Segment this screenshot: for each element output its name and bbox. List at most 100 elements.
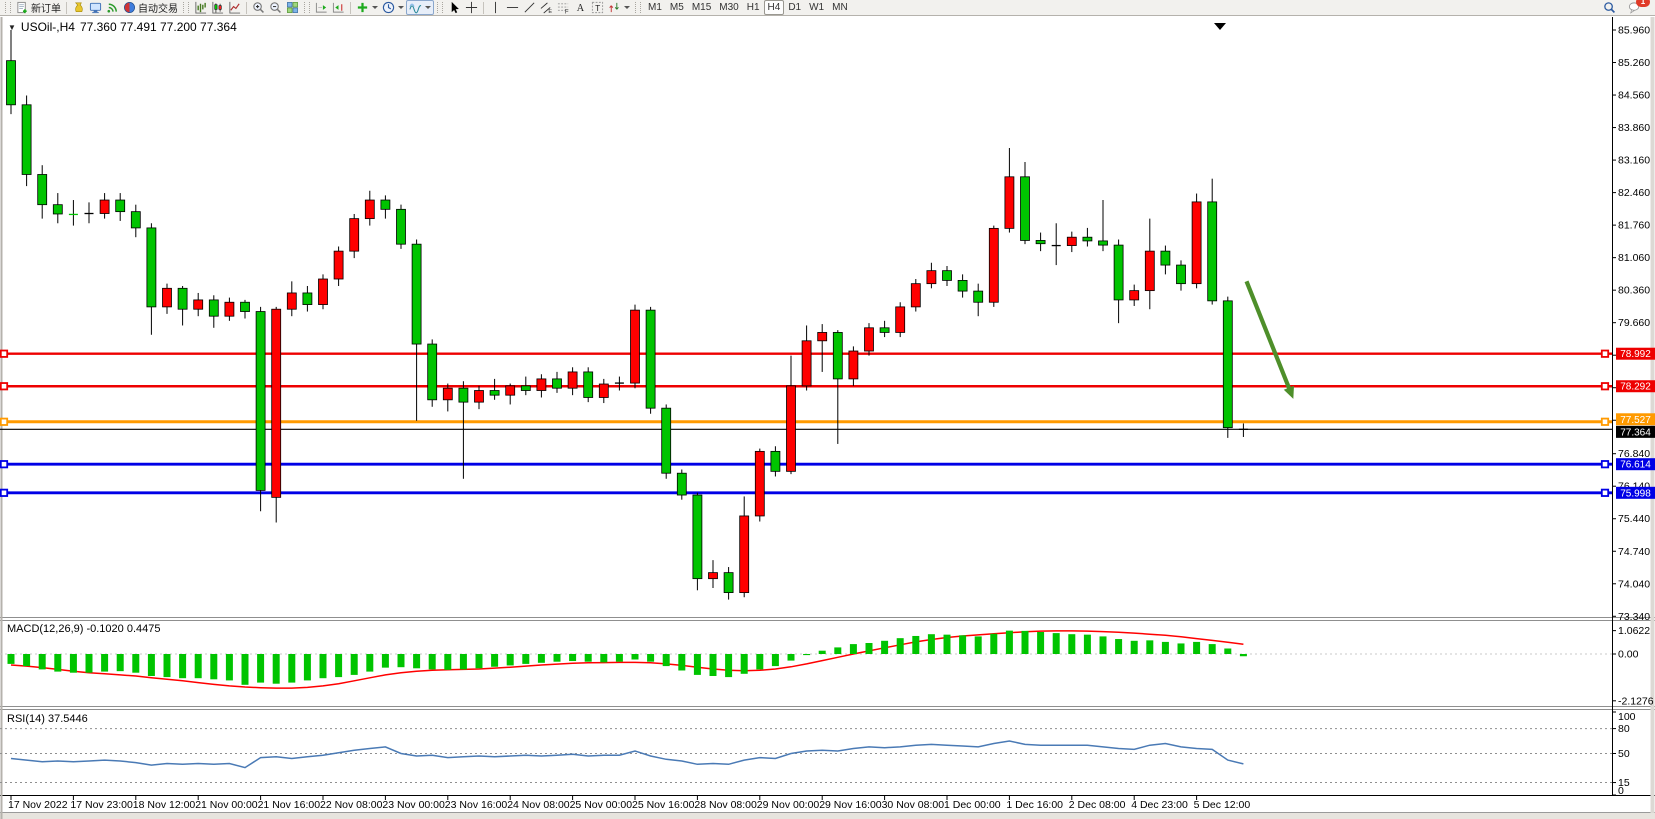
search-button[interactable] xyxy=(1601,0,1618,15)
templates-button[interactable] xyxy=(406,0,434,15)
bars-icon xyxy=(195,1,207,14)
globe-icon xyxy=(124,2,135,13)
svg-text:75.440: 75.440 xyxy=(1618,513,1650,525)
trendline-icon xyxy=(524,2,535,13)
cursor-button[interactable] xyxy=(446,0,463,15)
label-t-icon: T xyxy=(591,1,604,14)
timeframe-w1-button[interactable]: W1 xyxy=(809,2,825,13)
bar-chart-button[interactable] xyxy=(192,0,209,15)
svg-text:E: E xyxy=(548,9,552,14)
toolbar-separator xyxy=(483,1,484,14)
line-anchor xyxy=(1600,382,1610,391)
line-anchor xyxy=(0,460,9,469)
svg-text:17 Nov 2022: 17 Nov 2022 xyxy=(8,799,68,811)
fibonacci-button[interactable]: F xyxy=(555,0,572,15)
chart-shift-icon xyxy=(332,2,344,13)
macd-histogram xyxy=(7,630,1247,685)
svg-text:78.292: 78.292 xyxy=(1620,382,1651,393)
svg-text:75.998: 75.998 xyxy=(1620,488,1651,499)
svg-text:30 Nov 08:00: 30 Nov 08:00 xyxy=(882,799,945,811)
channel-button[interactable]: E xyxy=(538,0,555,15)
chart-symbol-period: USOil-,H4 xyxy=(20,20,75,34)
tiles-icon xyxy=(287,2,298,13)
monitor-icon xyxy=(89,2,102,14)
timeframe-m5-button[interactable]: M5 xyxy=(669,2,684,13)
dropdown-caret-icon[interactable] xyxy=(624,6,630,9)
svg-text:1.0622: 1.0622 xyxy=(1618,625,1650,637)
new-order-icon xyxy=(17,1,27,14)
vertical-line-button[interactable] xyxy=(487,0,504,15)
timeframe-m1-button[interactable]: M1 xyxy=(648,2,662,13)
new-order-button[interactable]: 新订单 xyxy=(14,0,63,15)
fibo-icon: F xyxy=(557,3,569,14)
zoom-in-button[interactable] xyxy=(250,0,267,15)
svg-text:78.992: 78.992 xyxy=(1620,349,1651,360)
svg-text:84.560: 84.560 xyxy=(1618,90,1650,102)
timeframe-mn-button[interactable]: MN xyxy=(832,2,848,13)
timeframe-m15-button[interactable]: M15 xyxy=(691,2,712,13)
cursor-icon xyxy=(451,1,459,14)
svg-text:21 Nov 00:00: 21 Nov 00:00 xyxy=(195,799,258,811)
svg-text:76.614: 76.614 xyxy=(1620,460,1651,471)
plus-green-icon xyxy=(357,2,368,13)
svg-text:23 Nov 00:00: 23 Nov 00:00 xyxy=(382,799,445,811)
timeframe-h1-button[interactable]: H1 xyxy=(746,2,760,13)
clock-icon xyxy=(382,1,395,14)
crosshair-icon xyxy=(465,1,478,14)
chart-shift-button[interactable] xyxy=(330,0,347,15)
dropdown-caret-icon[interactable] xyxy=(425,6,431,9)
rsi-indicator-label: RSI(14) 37.5446 xyxy=(7,713,88,725)
notifications-button[interactable]: 1 xyxy=(1626,0,1650,15)
svg-text:79.660: 79.660 xyxy=(1618,317,1650,329)
new-order-button-label: 新订单 xyxy=(31,4,61,15)
zoom-in-icon xyxy=(253,2,264,13)
styler-button[interactable] xyxy=(70,0,87,15)
text-label-button[interactable]: T xyxy=(589,0,606,15)
signals-button[interactable] xyxy=(104,0,121,15)
chart-frame xyxy=(0,17,1655,819)
line-anchor xyxy=(0,488,9,497)
svg-text:28 Nov 08:00: 28 Nov 08:00 xyxy=(694,799,757,811)
horizontal-line-button[interactable] xyxy=(504,0,521,15)
indicators-button[interactable] xyxy=(354,0,380,15)
line-anchor xyxy=(1600,488,1610,497)
candles-icon xyxy=(212,1,224,14)
arrows-button[interactable] xyxy=(606,0,632,15)
timeframe-m30-button[interactable]: M30 xyxy=(719,2,739,13)
chart-menu-icon[interactable]: ▼ xyxy=(8,22,16,32)
toolbar-grip xyxy=(304,2,310,13)
svg-text:23 Nov 16:00: 23 Nov 16:00 xyxy=(445,799,508,811)
timeframe-h4-button[interactable]: H4 xyxy=(763,0,785,15)
candlestick-chart-button[interactable] xyxy=(209,0,226,15)
jug-icon xyxy=(74,2,83,13)
auto-scroll-button[interactable] xyxy=(313,0,330,15)
svg-text:5 Dec 12:00: 5 Dec 12:00 xyxy=(1194,799,1251,811)
terminal-button[interactable] xyxy=(87,0,104,15)
dropdown-caret-icon[interactable] xyxy=(398,6,404,9)
timeframe-d1-button[interactable]: D1 xyxy=(788,2,802,13)
svg-text:73.340: 73.340 xyxy=(1618,611,1650,623)
search-icon xyxy=(1604,2,1616,14)
svg-text:82.460: 82.460 xyxy=(1618,187,1650,199)
tile-windows-button[interactable] xyxy=(284,0,301,15)
zoom-out-button[interactable] xyxy=(267,0,284,15)
price-axis[interactable]: 78.96078.26077.56085.96085.26084.56083.8… xyxy=(1612,25,1650,623)
line-chart-button[interactable] xyxy=(226,0,243,15)
dropdown-caret-icon[interactable] xyxy=(372,6,378,9)
autotrading-button[interactable]: 自动交易 xyxy=(121,0,180,15)
svg-text:0: 0 xyxy=(1618,785,1624,797)
trend-arrow[interactable] xyxy=(1244,280,1294,399)
signal-icon xyxy=(107,3,117,13)
toolbar-grip xyxy=(437,2,443,13)
text-button[interactable]: A xyxy=(572,0,589,15)
toolbar-grip xyxy=(183,2,189,13)
candles xyxy=(6,30,1248,600)
svg-text:15: 15 xyxy=(1618,777,1630,789)
crosshair-button[interactable] xyxy=(463,0,480,15)
line-anchor xyxy=(1600,349,1610,358)
periods-button[interactable] xyxy=(380,0,406,15)
time-axis[interactable]: 17 Nov 2022 17 Nov 23:00 18 Nov 12:00 21 No… xyxy=(8,796,1250,811)
trendline-button[interactable] xyxy=(521,0,538,15)
